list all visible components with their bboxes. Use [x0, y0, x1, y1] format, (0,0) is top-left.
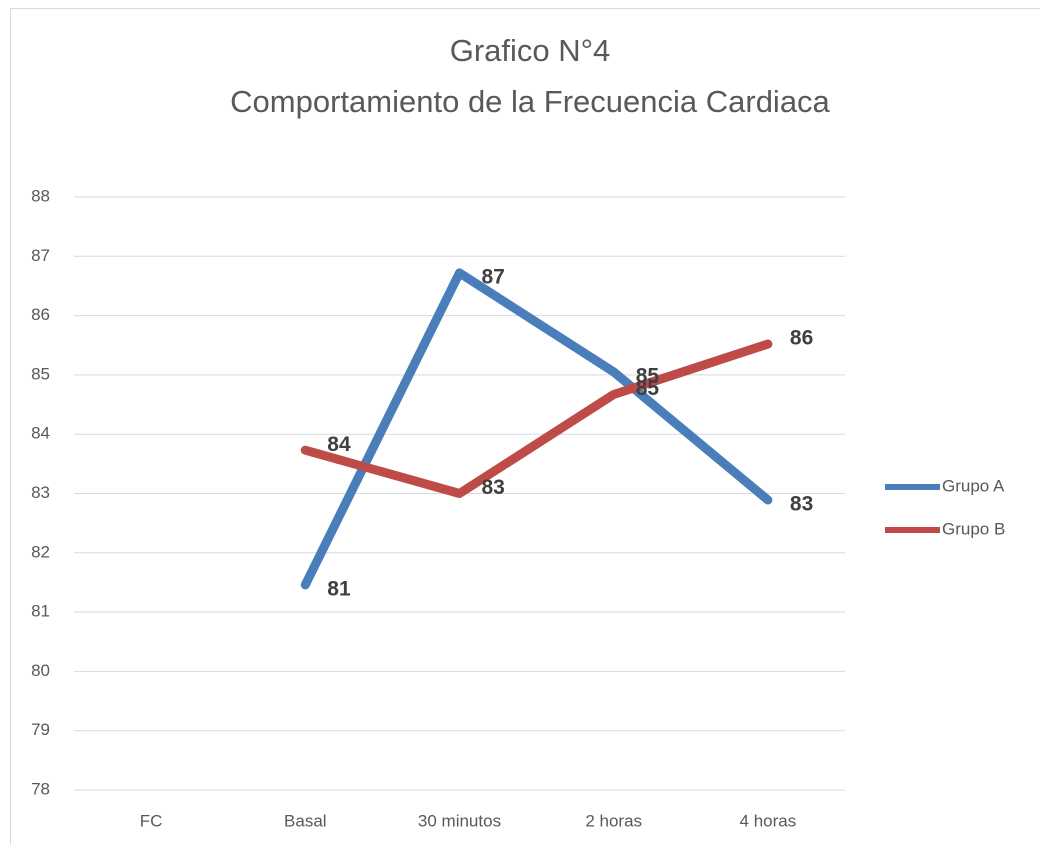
data-label: 85 — [636, 377, 660, 400]
y-tick-label: 88 — [31, 186, 50, 205]
x-tick-label: FC — [140, 811, 163, 830]
y-tick-label: 80 — [31, 661, 50, 680]
y-tick-label: 87 — [31, 246, 50, 265]
y-tick-label: 86 — [31, 305, 50, 324]
y-tick-label: 82 — [31, 542, 50, 561]
legend-label: Grupo B — [942, 519, 1005, 538]
y-tick-label: 78 — [31, 779, 50, 798]
x-tick-label: 2 horas — [585, 811, 642, 830]
y-tick-label: 84 — [31, 424, 50, 443]
chart-frame — [10, 8, 1040, 845]
series-line — [300, 268, 773, 590]
y-tick-label: 83 — [31, 483, 50, 502]
y-tick-label: 85 — [31, 364, 50, 383]
legend-label: Grupo A — [942, 476, 1005, 495]
chart-subtitle: Comportamiento de la Frecuencia Cardiaca — [230, 84, 830, 119]
series-line — [300, 339, 773, 498]
x-tick-label: Basal — [284, 811, 327, 830]
data-label: 84 — [327, 433, 351, 456]
y-tick-label: 79 — [31, 720, 50, 739]
data-label: 81 — [327, 577, 351, 600]
data-label: 86 — [790, 327, 813, 350]
data-label: 87 — [482, 265, 505, 288]
x-tick-label: 30 minutos — [418, 811, 501, 830]
x-tick-label: 4 horas — [740, 811, 797, 830]
data-label: 83 — [790, 493, 813, 516]
data-label: 83 — [482, 476, 505, 499]
y-tick-label: 81 — [31, 602, 50, 621]
data-label: 85 — [636, 364, 660, 387]
chart-title: Grafico N°4 — [450, 33, 611, 68]
